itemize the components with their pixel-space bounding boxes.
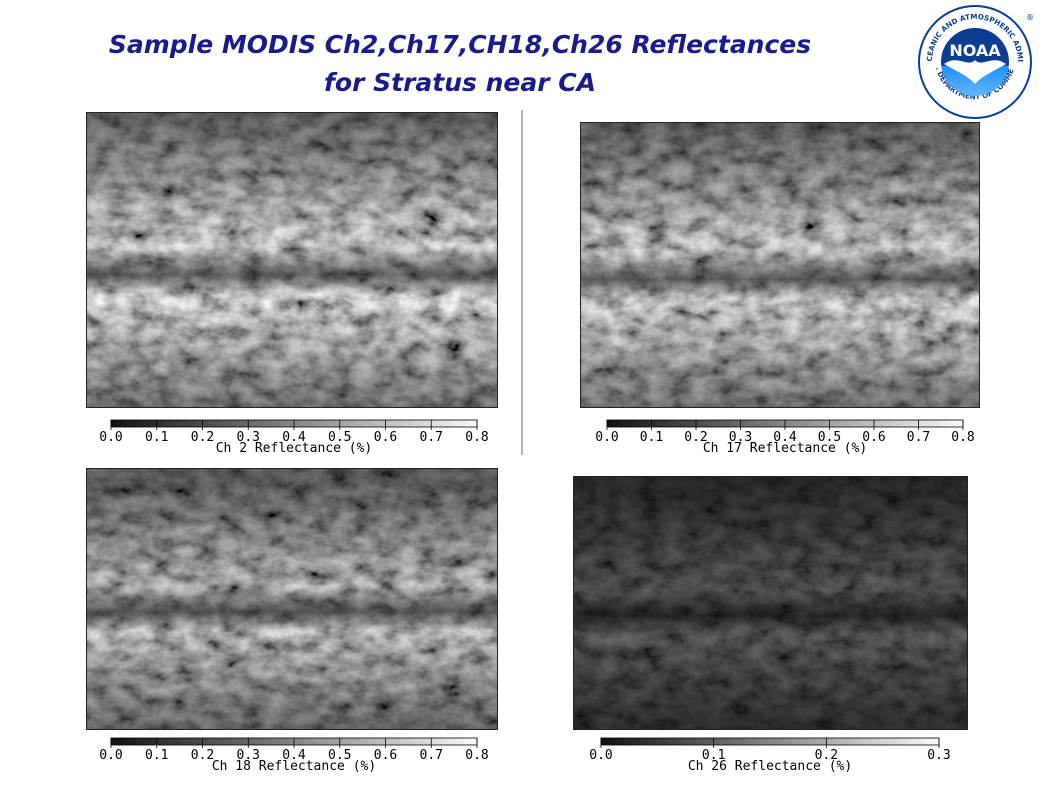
colorbar-tick-label: 0.1 — [702, 748, 725, 763]
image-border — [86, 112, 498, 408]
colorbar-tick-label: 0.0 — [99, 748, 122, 763]
colorbar-tick-label: 0.3 — [237, 430, 260, 445]
colorbar-tick-label: 0.7 — [420, 430, 443, 445]
colorbar-tick-label: 0.4 — [282, 430, 306, 445]
cloud-band-shading — [580, 122, 980, 408]
vertical-divider — [521, 110, 523, 455]
colorbar-tick-label: 0.7 — [420, 748, 443, 763]
colorbar-label: Ch 17 Reflectance (%) — [703, 441, 867, 456]
colorbar-tick-label: 0.0 — [595, 430, 618, 445]
page-title: Sample MODIS Ch2,Ch17,CH18,Ch26 Reflecta… — [40, 26, 880, 102]
noaa-logo: NATIONAL OCEANIC AND ATMOSPHERIC ADMINIS… — [907, 0, 1040, 120]
title-line-1: Sample MODIS Ch2,Ch17,CH18,Ch26 Reflecta… — [108, 30, 812, 59]
colorbar-svg-ch2: 0.0 0.1 0.2 0.3 0.4 0.5 0.6 0.7 0.8 Ch 2 Reflecta… — [99, 419, 489, 456]
colorbar-tick-label: 0.5 — [328, 430, 351, 445]
image-border — [86, 468, 498, 730]
colorbar-gradient — [600, 737, 940, 746]
colorbar-tick-label: 0.7 — [907, 430, 930, 445]
logo-text: NOAA — [949, 41, 1001, 60]
cirrus-darkening — [573, 476, 968, 730]
colorbar-tick-label: 0.6 — [374, 430, 397, 445]
image-border — [573, 476, 968, 730]
colorbar-tick-label: 0.1 — [640, 430, 663, 445]
colorbar-tick-label: 0.2 — [684, 430, 707, 445]
cloud-band-shading — [86, 468, 498, 730]
colorbar-svg-ch18: 0.0 0.1 0.2 0.3 0.4 0.5 0.6 0.7 0.8 Ch 18 Reflect… — [99, 737, 489, 774]
cloud-band-shading — [86, 112, 498, 408]
colorbar-tick-label: 0.6 — [862, 430, 885, 445]
colorbar-tick-label: 0.4 — [773, 430, 797, 445]
colorbar-tick-label: 0.3 — [927, 748, 950, 763]
colorbar-tick-label: 0.8 — [951, 430, 974, 445]
colorbar-svg-ch26: 0.0 0.1 0.2 0.3 Ch 26 Reflectance (%) — [589, 737, 951, 774]
colorbar-tick-label: 0.5 — [328, 748, 351, 763]
colorbar-tick-label: 0.3 — [729, 430, 752, 445]
image-border — [580, 122, 980, 408]
colorbar-ch2: 0.0 0.1 0.2 0.3 0.4 0.5 0.6 0.7 0.8 Ch 2 Reflecta… — [99, 419, 489, 456]
satellite-image-ch26 — [573, 476, 968, 730]
colorbar-label: Ch 26 Reflectance (%) — [688, 759, 852, 774]
colorbar-tick-label: 0.2 — [191, 748, 214, 763]
satellite-image-ch18 — [86, 468, 498, 730]
colorbar-tick-label: 0.0 — [99, 430, 122, 445]
colorbar-ch18: 0.0 0.1 0.2 0.3 0.4 0.5 0.6 0.7 0.8 Ch 18 Reflect… — [99, 737, 489, 774]
colorbar-tick-label: 0.2 — [815, 748, 838, 763]
colorbar-tick-label: 0.5 — [818, 430, 841, 445]
satellite-image-ch2 — [86, 112, 498, 408]
colorbar-label: Ch 2 Reflectance (%) — [216, 441, 373, 456]
colorbar-tick-label: 0.6 — [374, 748, 397, 763]
colorbar-tick-label: 0.8 — [465, 430, 488, 445]
colorbar-ch17: 0.0 0.1 0.2 0.3 0.4 0.5 0.6 0.7 0.8 Ch 17 Reflect… — [595, 419, 975, 456]
colorbar-tick-label: 0.1 — [145, 748, 168, 763]
colorbar-label: Ch 18 Reflectance (%) — [212, 759, 376, 774]
colorbar-svg-ch17: 0.0 0.1 0.2 0.3 0.4 0.5 0.6 0.7 0.8 Ch 17 Reflect… — [595, 419, 975, 456]
satellite-image-ch17 — [580, 122, 980, 408]
colorbar-tick-label: 0.0 — [589, 748, 612, 763]
cloud-band-shading — [573, 476, 968, 730]
colorbar-tick-label: 0.8 — [465, 748, 488, 763]
title-line-2: for Stratus near CA — [324, 68, 596, 97]
svg-text:®: ® — [1026, 13, 1034, 22]
colorbar-tick-label: 0.4 — [282, 748, 306, 763]
colorbar-tick-label: 0.1 — [145, 430, 168, 445]
colorbar-tick-label: 0.2 — [191, 430, 214, 445]
colorbar-tick-label: 0.3 — [237, 748, 260, 763]
colorbar-ch26: 0.0 0.1 0.2 0.3 Ch 26 Reflectance (%) — [589, 737, 951, 774]
